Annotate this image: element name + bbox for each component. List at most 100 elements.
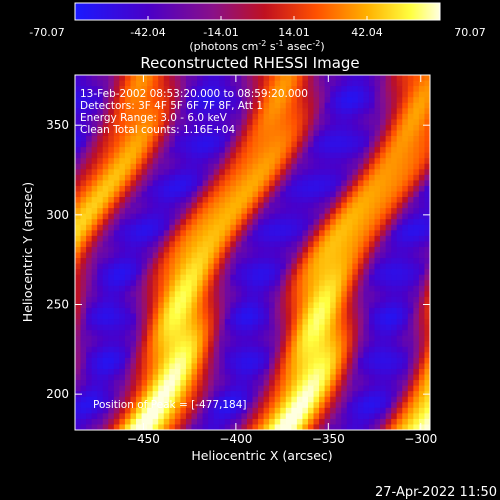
- image-pixel: [291, 163, 298, 170]
- image-pixel: [402, 219, 409, 226]
- image-pixel: [391, 402, 398, 409]
- image-pixel: [141, 368, 148, 375]
- image-pixel: [357, 241, 364, 248]
- image-pixel: [296, 219, 303, 226]
- image-pixel: [274, 291, 281, 298]
- image-pixel: [185, 385, 192, 392]
- image-pixel: [252, 102, 259, 109]
- image-pixel: [91, 208, 98, 215]
- image-pixel: [136, 291, 142, 298]
- image-pixel: [241, 307, 248, 314]
- image-pixel: [263, 97, 270, 104]
- image-pixel: [385, 302, 392, 309]
- image-pixel: [152, 91, 159, 98]
- image-pixel: [302, 307, 309, 314]
- image-pixel: [246, 130, 253, 137]
- image-pixel: [197, 424, 203, 431]
- image-pixel: [158, 108, 165, 115]
- image-pixel: [202, 124, 209, 131]
- image-pixel: [147, 263, 154, 270]
- image-pixel: [224, 274, 231, 281]
- image-pixel: [258, 352, 264, 359]
- image-pixel: [380, 324, 387, 331]
- image-pixel: [252, 119, 259, 126]
- image-pixel: [402, 147, 409, 154]
- image-pixel: [380, 391, 387, 398]
- image-pixel: [141, 75, 148, 81]
- image-pixel: [335, 407, 342, 414]
- image-pixel: [252, 357, 259, 364]
- image-pixel: [313, 75, 320, 81]
- image-pixel: [285, 352, 292, 359]
- image-pixel: [335, 274, 342, 281]
- image-pixel: [413, 307, 420, 314]
- image-pixel: [185, 97, 192, 104]
- image-pixel: [269, 246, 276, 253]
- image-pixel: [418, 124, 425, 131]
- image-pixel: [418, 274, 425, 281]
- image-pixel: [357, 136, 364, 142]
- image-pixel: [291, 219, 298, 226]
- image-pixel: [75, 230, 81, 237]
- image-pixel: [291, 174, 298, 181]
- image-pixel: [280, 274, 287, 281]
- image-pixel: [368, 80, 375, 87]
- image-pixel: [80, 185, 87, 192]
- image-pixel: [75, 224, 81, 231]
- image-pixel: [224, 402, 231, 409]
- image-pixel: [213, 152, 220, 159]
- image-pixel: [346, 324, 353, 331]
- image-pixel: [274, 413, 281, 420]
- image-pixel: [208, 246, 215, 253]
- image-pixel: [313, 213, 320, 220]
- image-pixel: [213, 241, 220, 248]
- image-pixel: [280, 380, 287, 387]
- y-tick-label: 350: [46, 118, 69, 132]
- image-pixel: [174, 402, 181, 409]
- image-pixel: [413, 75, 420, 81]
- image-pixel: [124, 219, 131, 226]
- image-pixel: [113, 374, 120, 381]
- image-pixel: [380, 418, 387, 425]
- image-pixel: [391, 407, 398, 414]
- image-pixel: [313, 368, 320, 375]
- image-pixel: [230, 185, 237, 192]
- image-pixel: [241, 346, 248, 353]
- image-pixel: [197, 102, 203, 109]
- image-pixel: [374, 424, 381, 431]
- image-pixel: [219, 241, 226, 248]
- image-pixel: [197, 191, 203, 198]
- image-pixel: [180, 97, 187, 104]
- image-pixel: [302, 235, 309, 242]
- image-pixel: [269, 313, 276, 320]
- image-pixel: [391, 396, 398, 403]
- image-pixel: [258, 185, 264, 192]
- image-pixel: [418, 80, 425, 87]
- image-pixel: [424, 202, 431, 209]
- image-pixel: [230, 296, 237, 303]
- image-pixel: [263, 302, 270, 309]
- image-pixel: [352, 396, 359, 403]
- image-pixel: [396, 269, 403, 276]
- image-pixel: [285, 341, 292, 348]
- image-pixel: [213, 313, 220, 320]
- image-pixel: [213, 285, 220, 292]
- image-pixel: [357, 158, 364, 165]
- image-pixel: [80, 280, 87, 287]
- image-pixel: [280, 80, 287, 87]
- image-pixel: [208, 119, 215, 126]
- image-pixel: [91, 269, 98, 276]
- image-pixel: [285, 174, 292, 181]
- image-pixel: [75, 174, 81, 181]
- image-pixel: [357, 285, 364, 292]
- image-pixel: [291, 357, 298, 364]
- image-pixel: [124, 230, 131, 237]
- image-pixel: [402, 313, 409, 320]
- image-pixel: [391, 86, 398, 93]
- image-pixel: [108, 152, 115, 159]
- image-pixel: [141, 141, 148, 148]
- image-pixel: [357, 213, 364, 220]
- image-pixel: [246, 385, 253, 392]
- image-pixel: [263, 341, 270, 348]
- image-pixel: [368, 147, 375, 154]
